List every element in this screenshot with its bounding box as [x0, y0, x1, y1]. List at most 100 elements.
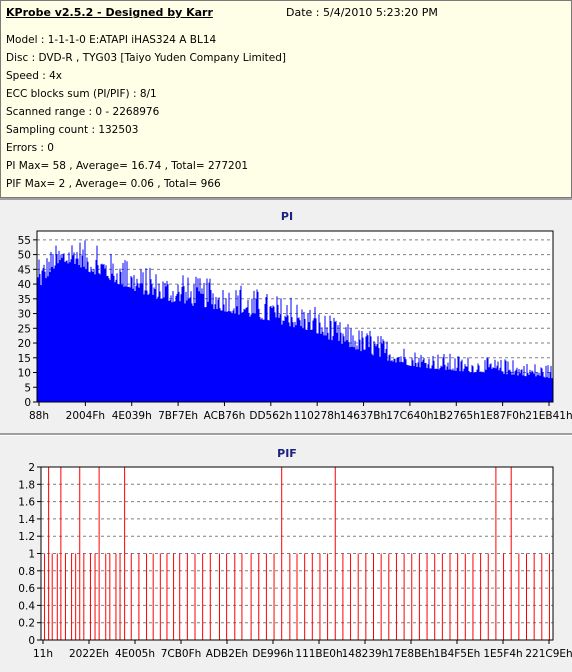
pi-bar — [370, 336, 372, 402]
pi-bar — [361, 331, 363, 402]
pi-bar — [545, 365, 547, 402]
pi-bar — [246, 307, 248, 402]
pi-bar — [295, 325, 297, 402]
pi-bar — [223, 304, 225, 402]
pi-bar — [73, 252, 75, 402]
pi-bar — [235, 290, 237, 402]
pi-bar — [114, 282, 116, 402]
pi-bar — [115, 279, 117, 402]
pi-bar — [94, 274, 96, 402]
pi-bar — [275, 317, 277, 402]
pi-bar — [74, 263, 76, 402]
info-pif-stats: PIF Max= 2 , Average= 0.06 , Total= 966 — [6, 178, 221, 190]
pi-bar — [199, 278, 201, 402]
pi-bar — [39, 274, 41, 402]
pi-bar — [149, 267, 151, 402]
pi-bar — [76, 252, 78, 402]
pi-bar — [306, 330, 308, 402]
pi-bar — [385, 348, 387, 402]
pi-x-tick-label: ACB76h — [204, 410, 246, 422]
pi-bar — [264, 303, 266, 402]
pif-x-tick-label: 11h — [33, 648, 53, 660]
pi-x-tick-label: 110278h — [294, 410, 341, 422]
pi-bar — [270, 305, 272, 402]
pi-bar — [501, 371, 503, 402]
pi-bar — [188, 298, 190, 402]
pi-bar — [334, 321, 336, 402]
pi-bar — [417, 362, 419, 402]
pif-y-tick-label: 0.8 — [18, 566, 35, 578]
pi-bar — [509, 369, 511, 402]
pi-bar — [178, 291, 180, 402]
pi-bar — [69, 262, 71, 402]
pi-bar — [547, 365, 549, 402]
pi-bar — [392, 361, 394, 402]
pi-bar — [106, 276, 108, 402]
pi-bar — [142, 272, 144, 402]
pi-bar — [285, 317, 287, 402]
pi-bar — [456, 367, 458, 402]
pi-bar — [265, 297, 267, 402]
pi-bar — [405, 359, 407, 402]
pi-bar — [515, 369, 517, 402]
pi-bar — [217, 299, 219, 402]
pi-bar — [493, 368, 495, 402]
pi-bar — [52, 253, 54, 402]
pi-bar — [120, 271, 122, 402]
pi-bar — [221, 310, 223, 402]
pi-bar — [277, 304, 279, 402]
pi-bar — [315, 318, 317, 402]
pi-bar — [431, 365, 433, 402]
pi-bar — [479, 371, 481, 402]
pi-x-tick-label: 1E87F0h — [480, 410, 526, 422]
pi-bar — [131, 277, 133, 402]
pif-chart-panel: PIF 0 0.2 0.4 0.6 0.8 1 1.2 1.4 1.6 1.8 2 11h 2022E… — [0, 436, 572, 672]
pi-bar — [381, 343, 383, 402]
pi-bar — [254, 313, 256, 402]
pi-bar — [225, 298, 227, 402]
pi-bar — [248, 313, 250, 402]
pi-bar — [208, 282, 210, 402]
pi-bar — [227, 311, 229, 402]
pi-bar — [286, 305, 288, 402]
pi-bar — [58, 250, 60, 402]
pi-bar — [337, 325, 339, 402]
pi-bar — [332, 336, 334, 402]
pi-bar — [244, 309, 246, 402]
pi-bar — [365, 336, 367, 402]
pi-bar — [273, 306, 275, 402]
pi-bar — [432, 355, 434, 402]
pi-bar — [520, 369, 522, 402]
pi-bar — [207, 301, 209, 402]
pi-x-tick-label: 21EB41h — [525, 410, 572, 422]
pi-bar — [108, 278, 110, 402]
pi-bar — [287, 315, 289, 402]
pi-bar — [198, 291, 200, 402]
pi-bar — [283, 321, 285, 402]
app-title: KProbe v2.5.2 - Designed by Karr — [6, 6, 213, 19]
pi-bar — [423, 357, 425, 402]
pi-bar — [341, 343, 343, 402]
pi-bar — [469, 372, 471, 402]
pi-bar — [453, 370, 455, 402]
pi-bar — [237, 295, 239, 402]
pi-bar — [88, 271, 90, 402]
pi-bar — [441, 366, 443, 402]
pi-bar — [330, 320, 332, 402]
pi-bar — [190, 291, 192, 402]
panel-separator — [0, 198, 572, 200]
pi-bar — [327, 332, 329, 402]
pi-bar — [127, 287, 129, 402]
pi-bar — [259, 317, 261, 402]
pi-bar — [404, 357, 406, 402]
pif-y-tick-label: 1.2 — [18, 531, 35, 543]
pi-x-tick-label: 1B2765h — [433, 410, 480, 422]
pi-bar — [45, 278, 47, 402]
pi-bar — [229, 311, 231, 402]
pi-bar — [412, 360, 414, 402]
pi-bar — [288, 322, 290, 402]
pi-bar — [297, 318, 299, 402]
pi-bar — [512, 360, 514, 402]
pi-bar — [43, 264, 45, 402]
pi-bar — [102, 264, 104, 402]
